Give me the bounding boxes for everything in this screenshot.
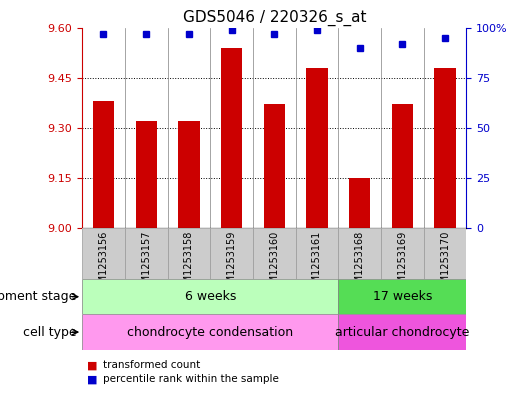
Text: GSM1253157: GSM1253157 — [141, 230, 151, 296]
Text: GSM1253159: GSM1253159 — [227, 230, 236, 296]
Text: GSM1253168: GSM1253168 — [355, 230, 365, 296]
Bar — [82, 314, 338, 350]
Bar — [125, 228, 167, 279]
Bar — [82, 228, 125, 279]
Bar — [253, 228, 296, 279]
Bar — [178, 121, 200, 228]
Text: GSM1253156: GSM1253156 — [99, 230, 109, 296]
Text: 17 weeks: 17 weeks — [373, 290, 432, 303]
Bar — [210, 228, 253, 279]
Text: transformed count: transformed count — [103, 360, 200, 371]
Bar — [392, 105, 413, 228]
Text: 6 weeks: 6 weeks — [184, 290, 236, 303]
Bar — [136, 121, 157, 228]
Text: chondrocyte condensation: chondrocyte condensation — [127, 325, 293, 339]
Bar — [338, 279, 466, 314]
Bar — [296, 228, 338, 279]
Bar — [82, 279, 338, 314]
Text: ■: ■ — [87, 360, 98, 371]
Bar — [381, 228, 423, 279]
Text: percentile rank within the sample: percentile rank within the sample — [103, 374, 279, 384]
Bar — [221, 48, 242, 228]
Bar — [167, 228, 210, 279]
Text: GSM1253158: GSM1253158 — [184, 230, 194, 296]
Text: cell type: cell type — [23, 325, 77, 339]
Bar — [349, 178, 370, 228]
Bar — [338, 314, 466, 350]
Bar — [423, 228, 466, 279]
Bar — [306, 68, 328, 228]
Text: ■: ■ — [87, 374, 98, 384]
Title: GDS5046 / 220326_s_at: GDS5046 / 220326_s_at — [182, 10, 366, 26]
Bar — [263, 105, 285, 228]
Text: articular chondrocyte: articular chondrocyte — [335, 325, 470, 339]
Text: GSM1253170: GSM1253170 — [440, 230, 450, 296]
Bar — [435, 68, 456, 228]
Text: GSM1253160: GSM1253160 — [269, 230, 279, 296]
Text: development stage: development stage — [0, 290, 77, 303]
Bar — [93, 101, 114, 228]
Text: GSM1253169: GSM1253169 — [398, 230, 408, 296]
Text: GSM1253161: GSM1253161 — [312, 230, 322, 296]
Bar — [338, 228, 381, 279]
